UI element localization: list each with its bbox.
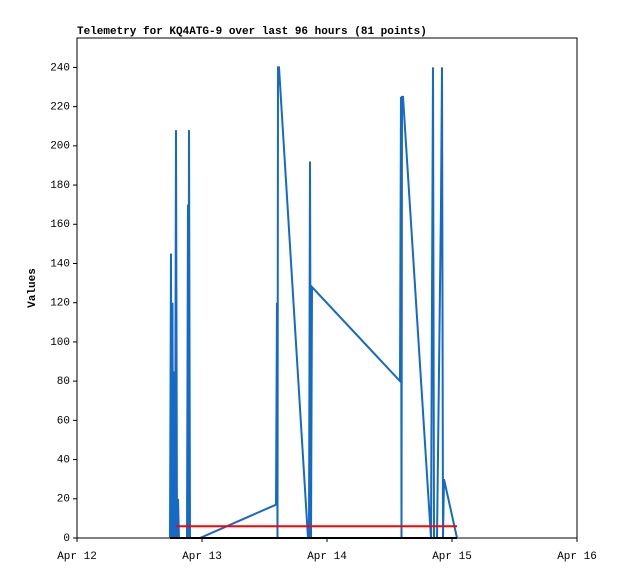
- y-tick-label: 120: [50, 298, 70, 310]
- y-axis-label: Values: [27, 268, 39, 308]
- y-tick-label: 180: [50, 180, 70, 192]
- y-tick-label: 20: [57, 494, 70, 506]
- y-tick-label: 0: [63, 533, 70, 545]
- series-line: [169, 66, 458, 539]
- y-tick-label: 160: [50, 219, 70, 231]
- x-tick-label: Apr 16: [557, 551, 597, 563]
- y-tick-label: 240: [50, 62, 70, 74]
- y-tick-label: 100: [50, 337, 70, 349]
- y-tick-label: 220: [50, 102, 70, 114]
- y-tick-label: 40: [57, 454, 70, 466]
- y-tick-label: 140: [50, 258, 70, 270]
- y-tick-label: 200: [50, 141, 70, 153]
- plot-frame: [76, 37, 578, 539]
- x-tick-label: Apr 13: [182, 551, 222, 563]
- x-tick-label: Apr 14: [307, 551, 347, 563]
- x-tick-label: Apr 12: [57, 551, 97, 563]
- chart-title: Telemetry for KQ4ATG-9 over last 96 hour…: [77, 26, 427, 38]
- x-tick-label: Apr 15: [432, 551, 472, 563]
- y-tick-label: 80: [57, 376, 70, 388]
- y-tick-label: 60: [57, 415, 70, 427]
